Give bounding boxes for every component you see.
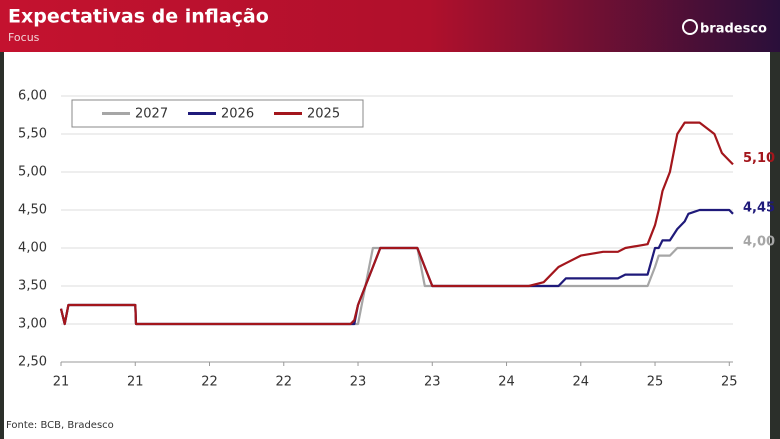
legend-label: 2027 bbox=[135, 107, 168, 122]
legend-label: 2025 bbox=[307, 107, 340, 122]
x-tick-label: 21 bbox=[53, 375, 70, 390]
plot: 2,50 3,00 3,50 4,00 4,50 5,00 5,50 6,00 21 21 22 22… bbox=[18, 89, 775, 390]
y-tick-label: 2,50 bbox=[18, 355, 47, 370]
x-tick-label: 24 bbox=[498, 375, 515, 390]
x-tick-label: 25 bbox=[647, 375, 664, 390]
title: Expectativas de inflação bbox=[8, 6, 269, 28]
end-label: 4,45 bbox=[743, 200, 775, 215]
y-tick-label: 5,50 bbox=[18, 127, 47, 142]
y-tick-label: 5,00 bbox=[18, 165, 47, 180]
subtitle: Focus bbox=[8, 31, 40, 44]
series-line bbox=[59, 208, 734, 326]
x-tick-label: 23 bbox=[424, 375, 441, 390]
x-tick-label: 23 bbox=[350, 375, 367, 390]
source: Fonte: BCB, Bradesco bbox=[6, 420, 114, 431]
y-tick-label: 4,50 bbox=[18, 203, 47, 218]
y-tick-label: 3,50 bbox=[18, 279, 47, 294]
legend-label: 2026 bbox=[221, 107, 254, 122]
end-label: 5,10 bbox=[743, 151, 775, 166]
x-tick-label: 21 bbox=[127, 375, 144, 390]
logo: bradesco bbox=[700, 22, 767, 37]
header-band bbox=[0, 0, 780, 52]
x-tick-label: 22 bbox=[275, 375, 292, 390]
y-tick-label: 3,00 bbox=[18, 317, 47, 332]
x-tick-label: 22 bbox=[201, 375, 218, 390]
y-tick-label: 4,00 bbox=[18, 241, 47, 256]
y-tick-label: 6,00 bbox=[18, 89, 47, 104]
logo-icon bbox=[682, 19, 698, 35]
x-tick-label: 24 bbox=[573, 375, 590, 390]
series-line bbox=[59, 121, 734, 326]
x-tick-label: 25 bbox=[721, 375, 738, 390]
end-label: 4,00 bbox=[743, 235, 775, 250]
